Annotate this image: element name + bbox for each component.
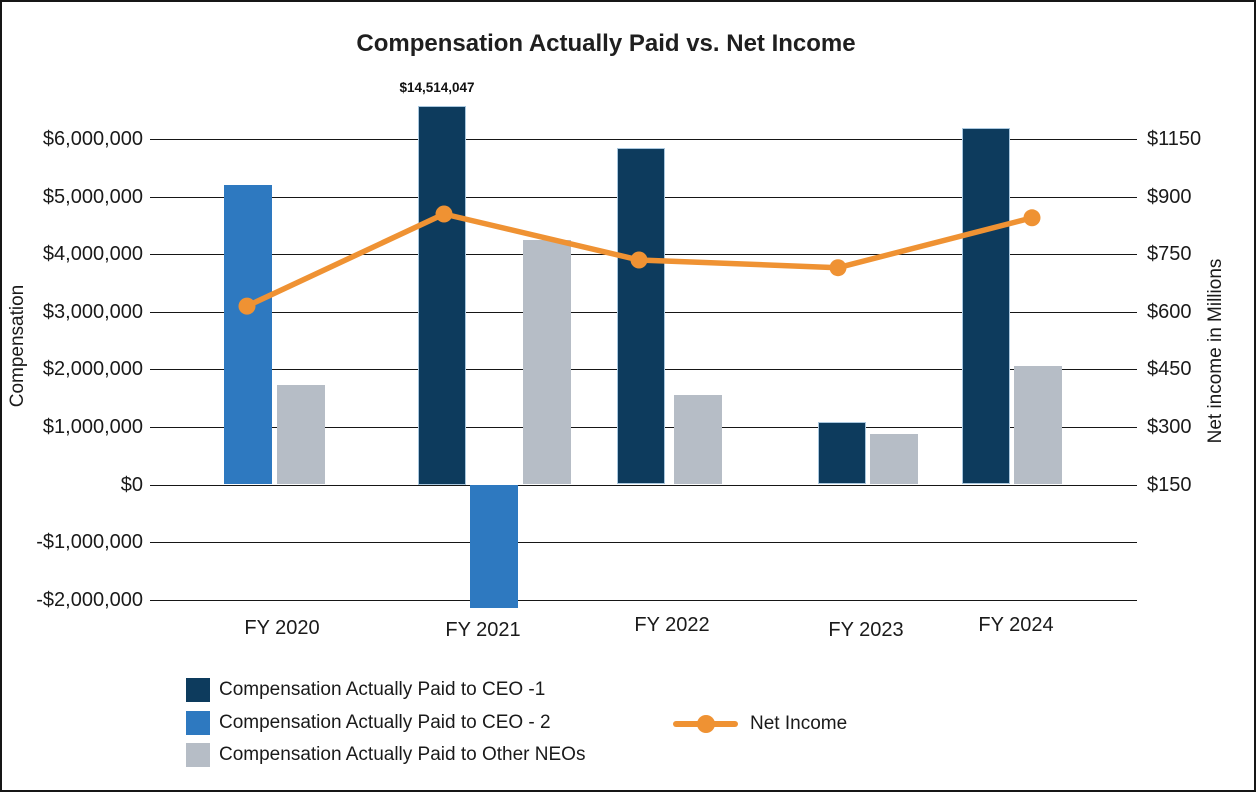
gridline xyxy=(150,542,1137,544)
bar-ceo2-fy-2020 xyxy=(224,185,272,485)
chart-title: Compensation Actually Paid vs. Net Incom… xyxy=(356,30,856,57)
x-axis-label-fy-2023: FY 2023 xyxy=(828,619,904,641)
left-axis-tick: $4,000,000 xyxy=(42,243,143,266)
bar-ceo1-fy-2024 xyxy=(962,127,1010,485)
net-income-dot-icon xyxy=(696,715,715,733)
legend-item-ceo2: Compensation Actually Paid to CEO - 2 xyxy=(186,710,585,735)
legend-swatch-ceo1 xyxy=(186,678,210,702)
bar-ceo2-fy-2021 xyxy=(470,484,518,609)
legend-label-net-income: Net Income xyxy=(750,713,848,734)
x-axis-label-fy-2021: FY 2021 xyxy=(445,619,521,641)
legend-label-ceo1: Compensation Actually Paid to CEO -1 xyxy=(219,679,546,700)
left-axis-tick: $6,000,000 xyxy=(42,128,143,151)
left-axis-tick: $1,000,000 xyxy=(42,415,143,438)
x-axis-label-fy-2020: FY 2020 xyxy=(244,617,320,639)
legend-item-net-income: Net Income xyxy=(673,710,873,738)
right-axis-tick: $1150 xyxy=(1147,128,1202,151)
x-axis-label-fy-2024: FY 2024 xyxy=(978,614,1054,636)
right-axis-tick: $150 xyxy=(1147,473,1192,496)
right-axis-tick: $300 xyxy=(1147,415,1192,438)
legend-swatch-other-neos xyxy=(186,743,210,767)
legend-item-other-neos: Compensation Actually Paid to Other NEOs xyxy=(186,743,585,767)
left-axis-tick: $5,000,000 xyxy=(42,185,143,208)
gridline xyxy=(150,139,1137,141)
bar-ceo1-fy-2021 xyxy=(418,106,466,485)
bar-other-fy-2023 xyxy=(870,434,918,485)
legend: Compensation Actually Paid to CEO -1 Com… xyxy=(186,678,585,776)
bar-other-fy-2020 xyxy=(277,384,325,485)
legend-swatch-ceo2 xyxy=(186,710,210,735)
bar-ceo1-fy-2022 xyxy=(617,147,665,485)
right-axis-tick: $450 xyxy=(1147,358,1192,381)
legend-label-ceo2: Compensation Actually Paid to CEO - 2 xyxy=(219,711,551,733)
left-axis-tick: -$2,000,000 xyxy=(36,588,143,611)
left-axis-tick: $3,000,000 xyxy=(42,300,143,323)
right-axis-tick: $600 xyxy=(1147,300,1192,323)
right-axis-tick: $900 xyxy=(1147,185,1192,208)
bar-value-label: $14,514,047 xyxy=(399,80,475,95)
gridline xyxy=(150,484,1137,486)
bar-other-fy-2024 xyxy=(1014,365,1062,485)
bar-other-fy-2021 xyxy=(523,239,571,485)
right-axis-tick: $750 xyxy=(1147,243,1192,266)
left-axis-tick: $2,000,000 xyxy=(42,358,143,381)
gridline xyxy=(150,599,1137,601)
bar-ceo1-fy-2023 xyxy=(818,422,866,485)
bar-other-fy-2022 xyxy=(674,395,722,485)
legend-label-other-neos: Compensation Actually Paid to Other NEOs xyxy=(219,744,586,765)
legend-item-ceo1: Compensation Actually Paid to CEO -1 xyxy=(186,678,585,702)
left-axis-tick: $0 xyxy=(120,473,143,496)
x-axis-label-fy-2022: FY 2022 xyxy=(634,614,710,636)
left-axis-tick: -$1,000,000 xyxy=(36,531,143,554)
net-income-line-swatch xyxy=(673,715,738,733)
